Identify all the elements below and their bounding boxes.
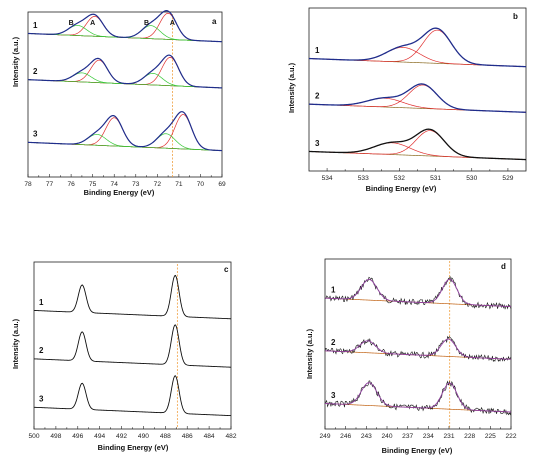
x-tick-label: 234 bbox=[423, 433, 434, 440]
panel-d-plot-area: 249 246 243 240 237 234 231 228 225 222 1 2 3 bbox=[319, 258, 517, 440]
x-tick-label: 71 bbox=[175, 181, 183, 188]
envelope-curve bbox=[308, 128, 527, 161]
fit-curve bbox=[324, 278, 512, 308]
x-tick-label: 228 bbox=[464, 433, 475, 440]
x-tick-label: 240 bbox=[381, 433, 392, 440]
spectrum-line bbox=[33, 375, 232, 417]
x-tick-label: 531 bbox=[430, 175, 441, 182]
peak-label: B bbox=[69, 20, 74, 27]
x-tick-label: 72 bbox=[154, 181, 162, 188]
panel-c-xlabel: Binding Energy (eV) bbox=[98, 443, 169, 452]
trace-label: 1 bbox=[315, 46, 320, 55]
x-tick-label: 74 bbox=[111, 181, 119, 188]
panel-c-plot-area: 500 498 496 494 492 490 488 486 484 482 1 2 3 bbox=[28, 261, 237, 440]
trace-label: 2 bbox=[331, 338, 336, 347]
peak-label: B bbox=[144, 20, 149, 27]
x-tick-label: 486 bbox=[182, 433, 193, 440]
trace-label: 1 bbox=[39, 298, 44, 307]
panel-c-letter: c bbox=[224, 265, 229, 274]
panel-a-plot-area: 78 77 76 75 74 73 72 71 70 69 1 2 3 B A B A bbox=[24, 10, 226, 188]
panel-d-ylabel: Intensity (a.u.) bbox=[305, 328, 314, 379]
panel-b-plot-area: 534 533 532 531 530 529 1 2 3 bbox=[308, 7, 527, 182]
x-tick-label: 76 bbox=[67, 181, 75, 188]
raw-spectrum bbox=[324, 275, 512, 310]
x-tick-label: 249 bbox=[319, 433, 330, 440]
envelope-curve bbox=[27, 54, 223, 89]
x-tick-label: 243 bbox=[361, 433, 372, 440]
x-tick-label: 533 bbox=[358, 175, 369, 182]
x-tick-label: 225 bbox=[485, 433, 496, 440]
raw-spectrum bbox=[324, 380, 512, 416]
x-tick-label: 500 bbox=[28, 433, 39, 440]
trace-label: 2 bbox=[315, 92, 320, 101]
panel-d-xlabel: Binding Energy (eV) bbox=[382, 446, 453, 455]
peak-label: A bbox=[170, 20, 175, 27]
x-tick-label: 73 bbox=[132, 181, 140, 188]
x-tick-label: 222 bbox=[505, 433, 516, 440]
panel-b-letter: b bbox=[513, 12, 518, 21]
trace-label: 3 bbox=[39, 395, 44, 404]
x-tick-label: 490 bbox=[138, 433, 149, 440]
x-tick-label: 70 bbox=[197, 181, 205, 188]
trace-label: 3 bbox=[33, 130, 38, 139]
x-tick-label: 69 bbox=[218, 181, 226, 188]
trace-label: 2 bbox=[33, 67, 38, 76]
trace-label: 3 bbox=[331, 391, 336, 400]
panel-d-chart: Intensity (a.u.) Binding Energy (eV) d 2… bbox=[305, 258, 517, 455]
fit-curve bbox=[324, 382, 512, 413]
panel-b-ylabel: Intensity (a.u.) bbox=[287, 62, 296, 113]
spectrum-line bbox=[33, 324, 232, 368]
panel-b-xlabel: Binding Energy (eV) bbox=[366, 184, 437, 193]
x-tick-label: 237 bbox=[402, 433, 413, 440]
panel-a-letter: a bbox=[212, 17, 217, 26]
x-tick-label: 532 bbox=[394, 175, 405, 182]
peak-label: A bbox=[90, 20, 95, 27]
panel-c-chart: Intensity (a.u.) Binding Energy (eV) c 5… bbox=[11, 261, 237, 452]
trace-label: 2 bbox=[39, 346, 44, 355]
plot-frame bbox=[324, 258, 512, 430]
x-tick-label: 482 bbox=[225, 433, 236, 440]
x-tick-label: 496 bbox=[72, 433, 83, 440]
trace-label: 1 bbox=[331, 285, 336, 294]
fit-component bbox=[308, 29, 527, 68]
trace-label: 3 bbox=[315, 139, 320, 148]
panel-a-xlabel: Binding Energy (eV) bbox=[84, 188, 155, 197]
x-tick-label: 75 bbox=[89, 181, 97, 188]
x-tick-label: 77 bbox=[46, 181, 54, 188]
plot-frame bbox=[33, 261, 232, 430]
panel-a-chart: Intensity (a.u.) Binding Energy (eV) a 7… bbox=[11, 10, 226, 197]
spectrum-line bbox=[33, 274, 232, 320]
panel-c-ylabel: Intensity (a.u.) bbox=[11, 318, 20, 369]
x-tick-label: 78 bbox=[24, 181, 32, 188]
x-tick-label: 492 bbox=[116, 433, 127, 440]
x-tick-label: 488 bbox=[160, 433, 171, 440]
x-tick-label: 231 bbox=[443, 433, 454, 440]
envelope-curve bbox=[27, 111, 223, 152]
panel-b-chart: Intensity (a.u.) Binding Energy (eV) b 5… bbox=[287, 7, 527, 193]
x-tick-label: 534 bbox=[322, 175, 333, 182]
envelope-curve bbox=[308, 27, 527, 68]
plot-frame bbox=[308, 7, 527, 172]
x-tick-label: 498 bbox=[50, 433, 61, 440]
x-tick-label: 530 bbox=[466, 175, 477, 182]
raw-spectrum bbox=[324, 335, 512, 362]
panel-d-letter: d bbox=[501, 262, 506, 271]
x-tick-label: 494 bbox=[94, 433, 105, 440]
x-tick-label: 484 bbox=[204, 433, 215, 440]
fit-component bbox=[27, 133, 223, 151]
panel-a-ylabel: Intensity (a.u.) bbox=[11, 36, 20, 87]
trace-label: 1 bbox=[33, 21, 38, 30]
fit-component bbox=[308, 142, 527, 160]
envelope-curve bbox=[308, 83, 527, 113]
fit-curve bbox=[324, 338, 512, 360]
fit-component bbox=[27, 134, 223, 151]
x-tick-label: 529 bbox=[502, 175, 513, 182]
x-tick-label: 246 bbox=[340, 433, 351, 440]
envelope-curve bbox=[27, 10, 223, 43]
